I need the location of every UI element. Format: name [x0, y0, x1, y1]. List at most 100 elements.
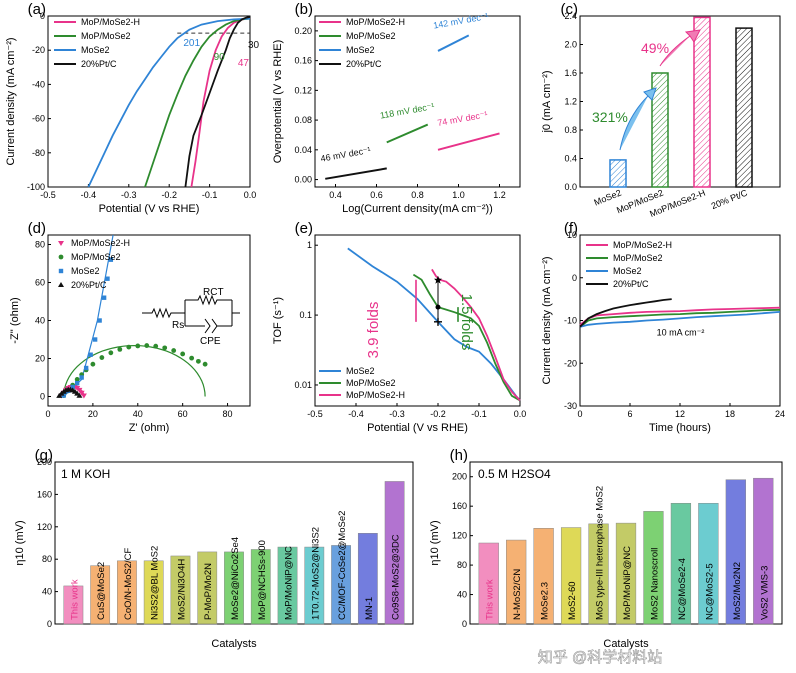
- legend-label: MoP/MoSe2: [613, 253, 663, 263]
- panel-d: (d) 0 20 40 60 80 0 20 40 60 80 Z' (ohm) -Z'' (ohm) M…: [9, 220, 251, 434]
- x-tick-label: 40: [133, 409, 143, 419]
- panel-label: (h): [450, 447, 468, 464]
- bar: [478, 542, 499, 625]
- data-point: [76, 387, 83, 393]
- panel-label: (c): [561, 1, 579, 18]
- y-tick-label: 80: [35, 240, 45, 250]
- data-point: [108, 257, 114, 262]
- legend-label: MoSe2: [71, 266, 100, 276]
- legend-label: 20%Pt/C: [613, 279, 649, 289]
- slope-label: 118 mV dec⁻¹: [379, 101, 435, 120]
- y-tick-label: 1.2: [564, 97, 577, 107]
- series-line: [190, 16, 251, 188]
- x-axis-label: Z' (ohm): [129, 422, 170, 434]
- x-tick-label: 1.0: [452, 190, 465, 200]
- bar: [506, 539, 527, 625]
- annotation: 3.9 folds: [365, 302, 382, 359]
- bar-label: P-MoP/Mo2N: [203, 563, 214, 620]
- x-tick-label: -0.3: [121, 190, 137, 200]
- y-axis-label: η10 (mV): [14, 520, 26, 565]
- bar-label: MoP/MoNiP@NC: [284, 546, 295, 620]
- annotation: 1.5 folds: [458, 294, 475, 351]
- y-tick-label: 0.04: [294, 145, 312, 155]
- y-axis-label: j0 (mA cm⁻²): [541, 70, 553, 133]
- data-point: [79, 375, 84, 380]
- y-tick-label: -100: [27, 182, 45, 192]
- y-tick-label: 60: [35, 278, 45, 288]
- y-axis-label: TOF (s⁻¹): [272, 297, 284, 344]
- resistor-rs: [142, 307, 185, 319]
- legend-label: MoSe2: [81, 45, 110, 55]
- bar-label: MoS2 Nanoscroll: [649, 548, 660, 620]
- bar-label: N-MoS2/CN: [512, 569, 523, 620]
- bar: [533, 528, 554, 625]
- bar: [224, 551, 244, 625]
- x-tick-label: 60: [178, 409, 188, 419]
- plot-frame: [47, 15, 251, 188]
- series-line: [579, 308, 781, 328]
- bar: [615, 522, 637, 625]
- x-tick-label: -0.2: [161, 190, 177, 200]
- y-tick-label: 20: [35, 354, 45, 364]
- y-tick-label: 0: [40, 11, 45, 21]
- y-tick-label: 0: [40, 392, 45, 402]
- bar: [117, 560, 137, 625]
- y-axis-label: Overpotential (V vs RHE): [272, 40, 284, 163]
- y-tick-label: 160: [452, 501, 467, 511]
- x-axis-label: Time (hours): [649, 422, 711, 434]
- y-tick-label: -40: [32, 79, 45, 89]
- data-point: [135, 343, 141, 349]
- watermark-text: 知乎 @科学材料站: [538, 649, 662, 666]
- bar-label: MoS2/Mo2N2: [732, 562, 743, 620]
- y-tick-label: 200: [37, 457, 52, 467]
- y-tick-label: 160: [37, 489, 52, 499]
- y-tick-label: 0.1: [299, 310, 312, 320]
- x-tick-label: 0: [45, 409, 50, 419]
- x-tick-label: 0.6: [370, 190, 383, 200]
- legend-label: MoP/MoSe2: [346, 378, 396, 388]
- bar-label: CuS@MoSe2: [96, 562, 107, 620]
- data-point: [195, 358, 201, 364]
- series-line: [184, 16, 251, 188]
- circuit-label: RCT: [203, 287, 224, 298]
- bar: [143, 560, 164, 625]
- legend-label: MoP/MoSe2-H: [81, 17, 140, 27]
- legend-label: MoSe2: [346, 45, 375, 55]
- y-tick-label: 0: [462, 619, 467, 629]
- series-line: [579, 298, 672, 328]
- annotation: 47: [238, 58, 250, 69]
- panel-label: (b): [295, 1, 313, 18]
- panel-label: (e): [295, 220, 313, 237]
- y-tick-label: 10: [567, 230, 577, 240]
- legend-label: MoSe2: [613, 266, 642, 276]
- circuit-label: Rs: [172, 320, 184, 331]
- data-point: [180, 351, 186, 357]
- y-axis-label: η10 (mV): [429, 520, 441, 565]
- y-tick-label: 0.08: [294, 115, 312, 125]
- x-axis-label: Catalysts: [211, 638, 257, 650]
- bar-label: NC@MoS2-5: [704, 563, 715, 620]
- y-tick-label: -80: [32, 148, 45, 158]
- y-tick-label: 1.6: [564, 68, 577, 78]
- x-tick-label: 20: [88, 409, 98, 419]
- data-point: [105, 276, 110, 281]
- data-point: [58, 282, 64, 287]
- y-tick-label: 80: [42, 554, 52, 564]
- panel-a: (a) -0.5 -0.4 -0.3 -0.2 -0.1 0.0 0 -20 -40 -60 -80 -…: [5, 1, 260, 215]
- y-tick-label: 40: [35, 316, 45, 326]
- fit-line: [437, 34, 470, 52]
- bar: [735, 27, 753, 188]
- x-tick-label: -0.4: [81, 190, 97, 200]
- legend-label: MoP/MoSe2-H: [71, 238, 130, 248]
- x-tick-label: 6: [627, 409, 632, 419]
- x-tick-label: 0.4: [329, 190, 342, 200]
- panel-b: (b) 0.4 0.6 0.8 1.0 1.2 0.00 0.04 0.08 0.12 0.16 0.…: [272, 1, 521, 215]
- slope-label: 142 mV dec⁻¹: [433, 11, 490, 31]
- x-tick-label: 18: [725, 409, 735, 419]
- bar-label: MoS2-60: [567, 581, 578, 620]
- bar: [63, 585, 84, 625]
- annotation: 321%: [592, 109, 628, 125]
- y-tick-label: 1: [307, 240, 312, 250]
- bar-label: CC/MOF-CoSe2@MoSe2: [337, 511, 348, 620]
